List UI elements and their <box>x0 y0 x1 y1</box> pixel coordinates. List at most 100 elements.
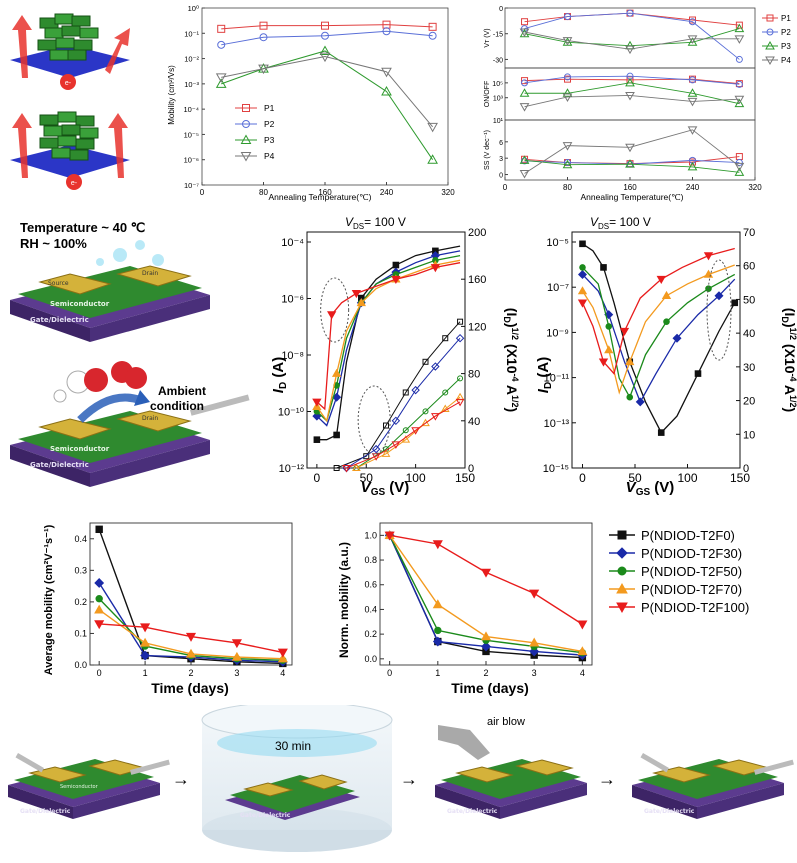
time-xtick-label: 2 <box>483 668 488 678</box>
substrate-top <box>10 45 130 78</box>
chart-f-title: VDS= 100 V <box>590 215 651 231</box>
chart-b-ytick-label: 10⁻⁶ <box>184 156 199 165</box>
chart-c-point <box>519 103 530 112</box>
time-ytick-label: 0.0 <box>364 654 377 664</box>
transfer-ytick-label-right: 60 <box>743 261 755 273</box>
process-svg: Gate/Dielectric Semiconductor → 30 min G… <box>8 701 794 852</box>
chart-b-point <box>319 45 331 55</box>
gate-label-2: Gate/Dielectric <box>30 461 89 469</box>
time-point <box>140 650 150 661</box>
chart-b-series-line <box>221 30 433 46</box>
time-ytick-label: 0.4 <box>364 604 377 614</box>
chart-c-point <box>521 79 529 87</box>
chart-c-point <box>735 55 743 63</box>
sqrt-point <box>455 398 465 407</box>
transfer-point <box>430 264 441 273</box>
chart-b-frame <box>201 7 449 186</box>
electron-icon <box>60 74 76 90</box>
electron-icon-2 <box>66 174 82 190</box>
sqrt-point <box>371 453 381 461</box>
transfer-point <box>656 275 666 285</box>
transfer-point <box>703 252 714 261</box>
time-point <box>529 637 540 647</box>
time-point <box>577 620 588 630</box>
transfer-xtick-label: 0 <box>314 471 321 485</box>
transfer-point <box>625 356 635 366</box>
sqrt-point <box>455 333 465 343</box>
chart-c-point <box>689 76 696 84</box>
transfer-frame <box>571 231 741 469</box>
time-ytick-label: 0.8 <box>364 555 377 565</box>
chart-b-series-line <box>221 50 434 160</box>
legend-gh-svg: P(NDIOD-T2F0) P(NDIOD-T2F30) P(NDIOD-T2F50… <box>609 528 749 615</box>
device-top: Semiconductor Source Drain Gate/Dielectr… <box>10 240 210 342</box>
chart-g-average-mobility: Average mobility (cm²V⁻¹s⁻¹) Time (days)… <box>30 515 300 700</box>
time-point <box>432 599 443 609</box>
chart-b-point <box>321 21 329 30</box>
transfer-curve <box>581 264 735 395</box>
chart-b-legend-marker <box>240 134 252 144</box>
transfer-ytick-label-left: 10⁻¹⁰ <box>278 407 305 419</box>
transfer-curve <box>582 243 736 434</box>
process-arrow-2: → <box>400 769 418 789</box>
chart-c-svg: Annealing Temperature(℃) 0 -15 -30 Vᴛ (V) 10… <box>484 6 791 202</box>
semiconductor-label-2: Semiconductor <box>50 445 110 453</box>
transfer-point <box>598 358 609 367</box>
transfer-ytick-label-right: 10 <box>743 429 755 441</box>
chart-c-point <box>735 80 743 88</box>
device-bottom: Ambient condition Semiconductor Drain Ga… <box>10 361 250 487</box>
chart-c-ytick-label: 3 <box>499 156 503 163</box>
time-ytick-label: 0.1 <box>74 628 87 638</box>
process-gate-4: Gate/Dielectric <box>644 808 695 815</box>
chart-b-mobility: Mobility (cm²/Vs) Annealing Temperature(… <box>160 0 460 205</box>
chart-g-svg: Average mobility (cm²V⁻¹s⁻¹) Time (days)… <box>43 522 293 696</box>
transfer-point <box>333 431 340 439</box>
chart-c-point <box>734 95 745 105</box>
time-point <box>481 641 491 652</box>
time-xtick-label: 3 <box>532 668 537 678</box>
transfer-point <box>331 368 342 377</box>
time-point <box>185 648 197 658</box>
transfer-curve <box>581 247 735 375</box>
process-row: Gate/Dielectric Semiconductor → 30 min G… <box>0 701 797 858</box>
chart-c-point <box>562 88 573 97</box>
chart-b-legend-label: P3 <box>264 135 275 145</box>
sqrt-curve <box>346 401 461 469</box>
chart-f-xlabel: VGS (V) <box>626 479 675 498</box>
chart-h-ylabel: Norm. mobility (a.u.) <box>337 542 351 658</box>
time-point <box>231 639 242 649</box>
chart-c-point <box>687 88 698 97</box>
time-point <box>94 578 105 588</box>
transfer-ytick-label-left: 10⁻⁶ <box>281 294 304 306</box>
chart-b-point <box>428 31 437 40</box>
chart-c-point <box>735 21 743 29</box>
legend-marker <box>616 582 628 594</box>
chart-b-point <box>428 22 437 31</box>
chart-b-ytick-label: 10⁻⁴ <box>183 105 199 114</box>
chart-c-point <box>625 143 635 153</box>
chart-b-ytick-label: 10⁻⁵ <box>184 130 199 139</box>
chart-c-series-line <box>524 28 740 47</box>
chart-c-point <box>521 18 529 26</box>
transfer-ytick-label-left: 10⁻¹³ <box>544 418 570 430</box>
chart-c-point <box>687 35 698 44</box>
humidity-text: RH ~ 100% <box>20 236 87 251</box>
chart-c-series-line <box>524 129 740 174</box>
arrow-right <box>105 28 130 74</box>
sqrt-point <box>383 422 389 429</box>
chart-c-series-line <box>524 78 740 85</box>
time-label: 30 min <box>275 739 311 753</box>
transfer-point <box>392 261 400 269</box>
chart-c-xtick-label: 240 <box>686 183 700 192</box>
transfer-point <box>577 269 588 279</box>
chart-h-xlabel: Time (days) <box>451 680 529 696</box>
sqrt-point <box>402 389 409 396</box>
transfer-point <box>605 323 613 330</box>
sqrt-point <box>442 335 449 342</box>
transfer-ytick-label-left: 10⁻⁷ <box>547 282 569 294</box>
sqrt-point <box>422 408 429 415</box>
highlight-ellipse <box>320 277 350 343</box>
chart-c-frame <box>504 7 756 69</box>
transfer-point <box>313 436 321 443</box>
legend-label: P(NDIOD-T2F50) <box>641 564 742 579</box>
